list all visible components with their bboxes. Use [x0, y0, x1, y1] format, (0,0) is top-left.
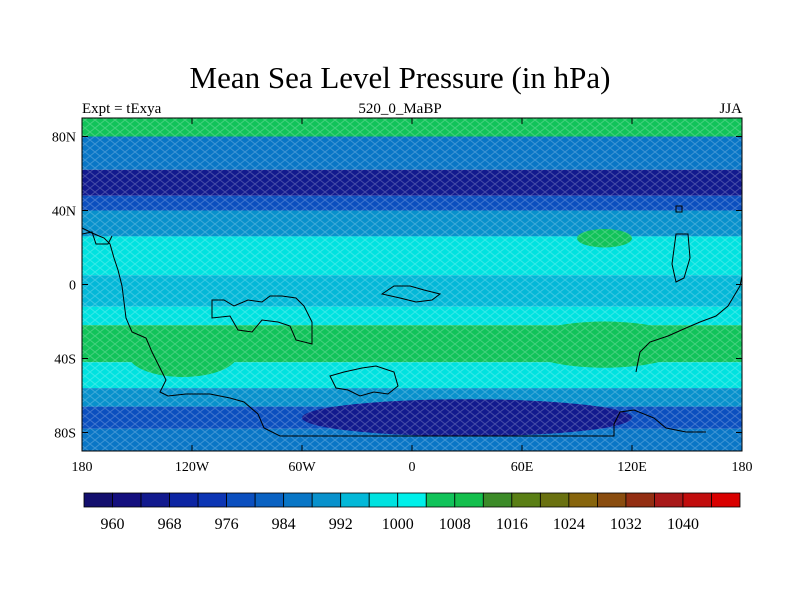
colorbar-label: 1024 [553, 516, 585, 533]
colorbar-label: 984 [272, 516, 296, 533]
colorbar-swatch [397, 492, 427, 508]
colorbar-label: 1008 [439, 516, 471, 533]
colorbar-swatch [654, 492, 684, 508]
colorbar-label: 992 [329, 516, 353, 533]
colorbar-swatch [425, 492, 456, 508]
colorbar-swatch [169, 492, 199, 508]
experiment-label: Expt = tExyа [82, 101, 162, 117]
plot-title: Mean Sea Level Pressure (in hPa) [189, 60, 611, 95]
coastline-islet [675, 205, 683, 213]
colorbar-swatch [511, 492, 541, 508]
x-tick-label: 60W [288, 460, 316, 475]
contour-hatching [82, 118, 742, 451]
colorbar-swatch [625, 492, 655, 508]
colorbar-label: 1016 [496, 516, 528, 533]
colorbar-swatch [140, 492, 170, 508]
y-tick-label: 80S [54, 427, 76, 442]
colorbar-swatch [711, 492, 741, 508]
colorbar-swatch [454, 492, 484, 508]
x-tick-label: 180 [72, 460, 93, 475]
coastline-island-north [671, 233, 691, 283]
y-tick-label: 40N [52, 205, 76, 220]
colorbar-swatch [112, 492, 142, 508]
colorbar-swatch [197, 492, 228, 508]
colorbar-label: 1032 [610, 516, 642, 533]
colorbar-swatch [539, 492, 570, 508]
colorbar: 960 968 976 984 992 1000 1008 1016 1024 1032 1040 [83, 492, 741, 533]
time-label: 520_0_MaBP [358, 101, 442, 117]
colorbar-label: 968 [158, 516, 182, 533]
season-label: JJA [719, 101, 742, 117]
coastline-west-edge [82, 231, 113, 245]
colorbar-swatch [482, 492, 513, 508]
axes: 180 120W 60W 0 60E 120E 180 80N 40N 0 40S 80S [52, 118, 753, 475]
y-tick-label: 0 [69, 279, 76, 294]
colorbar-swatch [254, 492, 285, 508]
x-tick-label: 60E [511, 460, 534, 475]
colorbar-label: 976 [215, 516, 239, 533]
y-tick-label: 80N [52, 131, 76, 146]
x-tick-label: 120W [175, 460, 210, 475]
coastline-africa-europe [82, 227, 706, 437]
x-tick-label: 180 [732, 460, 753, 475]
colorbar-swatch [340, 492, 370, 508]
coastline-antarctic-edge [329, 365, 399, 397]
coastline-islands-equator [380, 285, 442, 303]
colorbar-swatch [83, 492, 113, 508]
colorbar-swatch [311, 492, 342, 508]
colorbar-label: 960 [101, 516, 125, 533]
coastline-south-america [211, 295, 313, 345]
coastlines [82, 205, 742, 437]
y-tick-label: 40S [54, 353, 76, 368]
colorbar-swatch [568, 492, 598, 508]
colorbar-swatch [682, 492, 712, 508]
colorbar-swatch [368, 492, 399, 508]
colorbar-label: 1000 [382, 516, 414, 533]
colorbar-swatch [283, 492, 313, 508]
colorbar-swatch [226, 492, 256, 508]
colorbar-label: 1040 [667, 516, 699, 533]
coastline-east-pacific [635, 275, 742, 373]
x-tick-label: 120E [617, 460, 647, 475]
x-tick-label: 0 [409, 460, 416, 475]
colorbar-swatch [596, 492, 627, 508]
